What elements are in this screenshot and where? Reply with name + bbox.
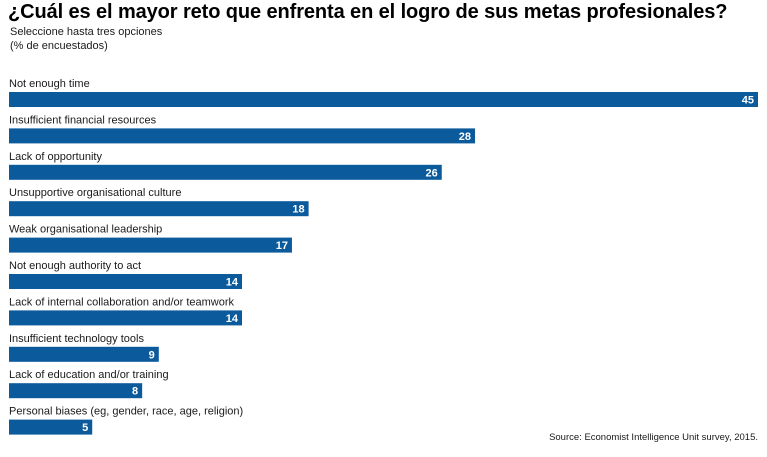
bar bbox=[9, 346, 159, 362]
category-label: Personal biases (eg, gender, race, age, … bbox=[9, 406, 243, 418]
value-label: 8 bbox=[132, 386, 138, 398]
value-label: 26 bbox=[426, 167, 438, 179]
value-label: 18 bbox=[292, 204, 304, 216]
bar bbox=[9, 237, 292, 253]
value-label: 5 bbox=[82, 422, 88, 434]
bar bbox=[9, 274, 243, 289]
chart-subtitle: Seleccione hasta tres opciones bbox=[10, 26, 163, 38]
category-label: Weak organisational leadership bbox=[9, 224, 162, 236]
chart-unit-note: (% de encuestados) bbox=[10, 40, 108, 52]
bar bbox=[9, 164, 442, 180]
value-label: 14 bbox=[226, 277, 239, 289]
category-label: Lack of internal collaboration and/or te… bbox=[9, 296, 235, 308]
bar bbox=[9, 92, 758, 107]
category-label: Lack of education and/or training bbox=[9, 369, 169, 381]
bar bbox=[9, 310, 243, 326]
bar bbox=[9, 128, 476, 144]
value-label: 28 bbox=[459, 131, 471, 143]
category-label: Insufficient technology tools bbox=[9, 333, 144, 345]
category-label: Insufficient financial resources bbox=[9, 114, 157, 126]
value-label: 17 bbox=[276, 240, 288, 252]
category-label: Not enough authority to act bbox=[9, 260, 141, 272]
bar bbox=[9, 419, 93, 435]
category-label: Not enough time bbox=[9, 78, 90, 90]
bar bbox=[9, 383, 143, 399]
bar bbox=[9, 201, 309, 217]
chart-source: Source: Economist Intelligence Unit surv… bbox=[549, 432, 758, 443]
value-label: 45 bbox=[742, 95, 754, 107]
value-label: 9 bbox=[149, 349, 155, 361]
chart-title: ¿Cuál es el mayor reto que enfrenta en e… bbox=[8, 1, 728, 23]
category-label: Unsupportive organisational culture bbox=[9, 187, 181, 199]
category-label: Lack of opportunity bbox=[9, 151, 102, 163]
value-label: 14 bbox=[226, 313, 239, 325]
